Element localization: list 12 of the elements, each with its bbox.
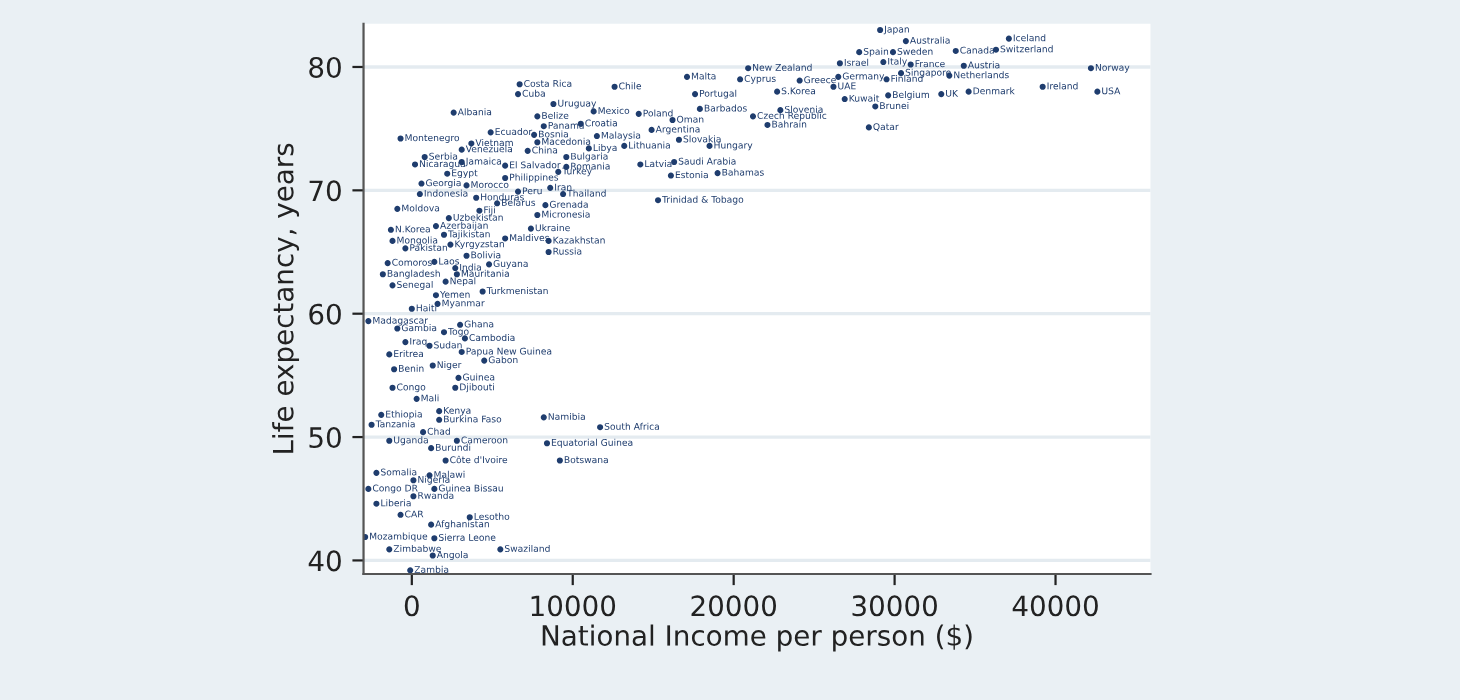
y-tick-label: 60: [309, 303, 341, 325]
x-axis-title: National Income per person ($): [542, 624, 972, 652]
x-tick-label: 30000: [852, 595, 937, 617]
y-tick-label: 80: [309, 56, 341, 78]
x-tick-label: 20000: [691, 595, 777, 617]
y-tick-label: 70: [309, 180, 341, 202]
x-tick-label: 40000: [1012, 595, 1098, 617]
x-tick-label: 0: [404, 595, 419, 617]
y-axis-title: Life expectancy, years: [272, 143, 300, 453]
y-tick-label: 40: [308, 550, 341, 572]
x-tick-label: 10000: [531, 595, 616, 617]
y-tick-label: 50: [309, 427, 341, 449]
